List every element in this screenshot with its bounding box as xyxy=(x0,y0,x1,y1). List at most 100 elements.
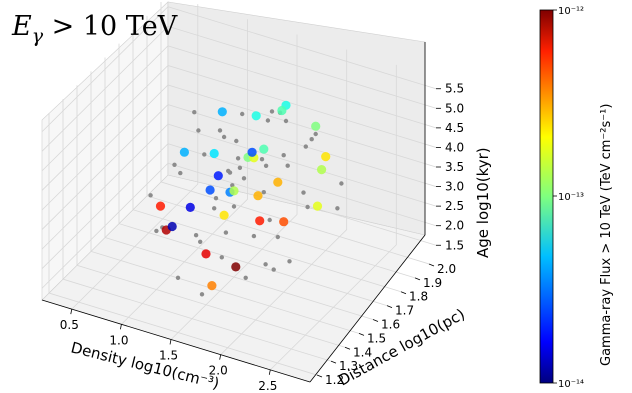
undetected-point xyxy=(275,234,280,240)
x-tick-label: 0.5 xyxy=(60,318,79,332)
z-gridline xyxy=(41,64,437,191)
undetected-point xyxy=(283,118,289,124)
undetected-point xyxy=(335,206,340,211)
x-tick-label: 2.5 xyxy=(258,379,277,393)
z-gridline xyxy=(41,162,437,289)
z-tick-label: 2.0 xyxy=(445,219,464,233)
detected-point xyxy=(185,202,195,212)
z-axis-label: Age log10(kyr) xyxy=(474,147,492,258)
detected-point xyxy=(179,147,189,157)
y-tick-mark xyxy=(372,319,379,322)
undetected-point xyxy=(193,233,199,238)
z-gridline xyxy=(41,84,437,211)
undetected-point xyxy=(240,111,245,117)
y-tick-label: 1.4 xyxy=(353,345,372,359)
detected-point xyxy=(201,249,211,259)
z-tick-label: 4.5 xyxy=(445,121,464,135)
x-gridline xyxy=(170,34,298,340)
y-gridline xyxy=(132,29,402,293)
z-tick-label: 1.5 xyxy=(445,238,464,252)
detected-point xyxy=(253,191,263,201)
y-tick-mark xyxy=(428,263,435,267)
undetected-point xyxy=(261,190,266,195)
axis-ticks: 0.51.01.52.02.5 1.21.31.41.51.61.71.81.92… xyxy=(60,82,464,393)
undetected-point xyxy=(263,262,268,267)
undetected-point xyxy=(198,239,203,244)
detected-point xyxy=(251,111,261,121)
detected-point xyxy=(213,171,223,181)
undetected-point xyxy=(303,144,308,149)
z-gridline xyxy=(41,25,437,152)
y-tick-label: 1.3 xyxy=(339,359,358,373)
title-main: E xyxy=(11,11,32,42)
detected-point xyxy=(255,216,265,226)
detected-point xyxy=(167,221,177,232)
undetected-point xyxy=(231,204,237,209)
y-gridline xyxy=(48,113,318,376)
detected-point xyxy=(259,144,269,154)
z-gridline xyxy=(41,123,437,250)
y-axis-line xyxy=(309,234,426,383)
y-tick-mark xyxy=(414,277,421,281)
undetected-point xyxy=(237,165,243,170)
y-gridline xyxy=(62,99,332,362)
y-tick-label: 1.2 xyxy=(325,373,344,387)
chart-title: Eγ > 10 TeV xyxy=(11,11,178,47)
undetected-point xyxy=(175,275,181,280)
x-gridline xyxy=(270,64,397,371)
undetected-point xyxy=(243,275,248,280)
detected-point xyxy=(219,210,229,220)
y-tick-label: 1.5 xyxy=(367,331,386,345)
undetected-point xyxy=(213,196,219,201)
undetected-point xyxy=(265,118,271,123)
undetected-point xyxy=(192,110,197,115)
y-tick-mark xyxy=(400,291,407,295)
detected-point xyxy=(312,201,323,211)
y-gridline xyxy=(104,57,374,320)
undetected-point xyxy=(241,176,247,181)
undetected-point xyxy=(281,153,286,158)
y-tick-label: 2.0 xyxy=(437,262,456,276)
x-tick-label: 1.0 xyxy=(109,333,128,347)
undetected-point xyxy=(221,134,227,140)
undetected-point xyxy=(269,109,275,114)
undetected-point xyxy=(305,204,310,210)
title-rest: > 10 TeV xyxy=(43,11,178,42)
undetected-point xyxy=(339,181,344,186)
undetected-point xyxy=(234,138,239,144)
undetected-point xyxy=(226,168,231,174)
x-gridline xyxy=(220,49,348,355)
z-tick-label: 5.5 xyxy=(445,82,464,96)
y-gridline xyxy=(90,71,360,334)
x-tick-mark xyxy=(70,309,73,315)
x-tick-label: 1.5 xyxy=(159,348,178,362)
undetected-point xyxy=(219,255,224,260)
z-gridline xyxy=(41,143,437,269)
colorbar xyxy=(539,9,554,384)
undetected-point xyxy=(172,162,177,167)
x-gridline xyxy=(121,19,248,325)
y-tick-mark xyxy=(316,374,323,378)
detected-point xyxy=(205,185,215,195)
detected-point xyxy=(231,262,241,272)
x-tick-mark xyxy=(120,324,122,330)
undetected-point xyxy=(212,206,217,211)
undetected-point xyxy=(148,193,153,198)
colorbar-label: Gamma-ray Flux > 10 TeV (TeV cm⁻²s⁻¹) xyxy=(599,104,614,366)
z-tick-label: 5.0 xyxy=(445,101,464,115)
z-tick-label: 3.5 xyxy=(445,160,464,174)
detected-point xyxy=(209,148,219,159)
detected-point xyxy=(229,186,239,196)
y-gridline xyxy=(76,85,346,348)
undetected-point xyxy=(199,292,205,297)
undetected-point xyxy=(235,156,241,161)
detected-point xyxy=(155,201,166,211)
undetected-point xyxy=(263,163,269,168)
title-subscript: γ xyxy=(32,25,44,47)
colorbar-max-label: 10⁻¹² xyxy=(558,6,584,17)
x-tick-mark xyxy=(268,369,271,375)
x-tick-mark xyxy=(169,339,172,345)
y-gridline xyxy=(146,15,416,279)
y-tick-label: 1.6 xyxy=(381,318,400,332)
y-tick-mark xyxy=(344,346,351,350)
